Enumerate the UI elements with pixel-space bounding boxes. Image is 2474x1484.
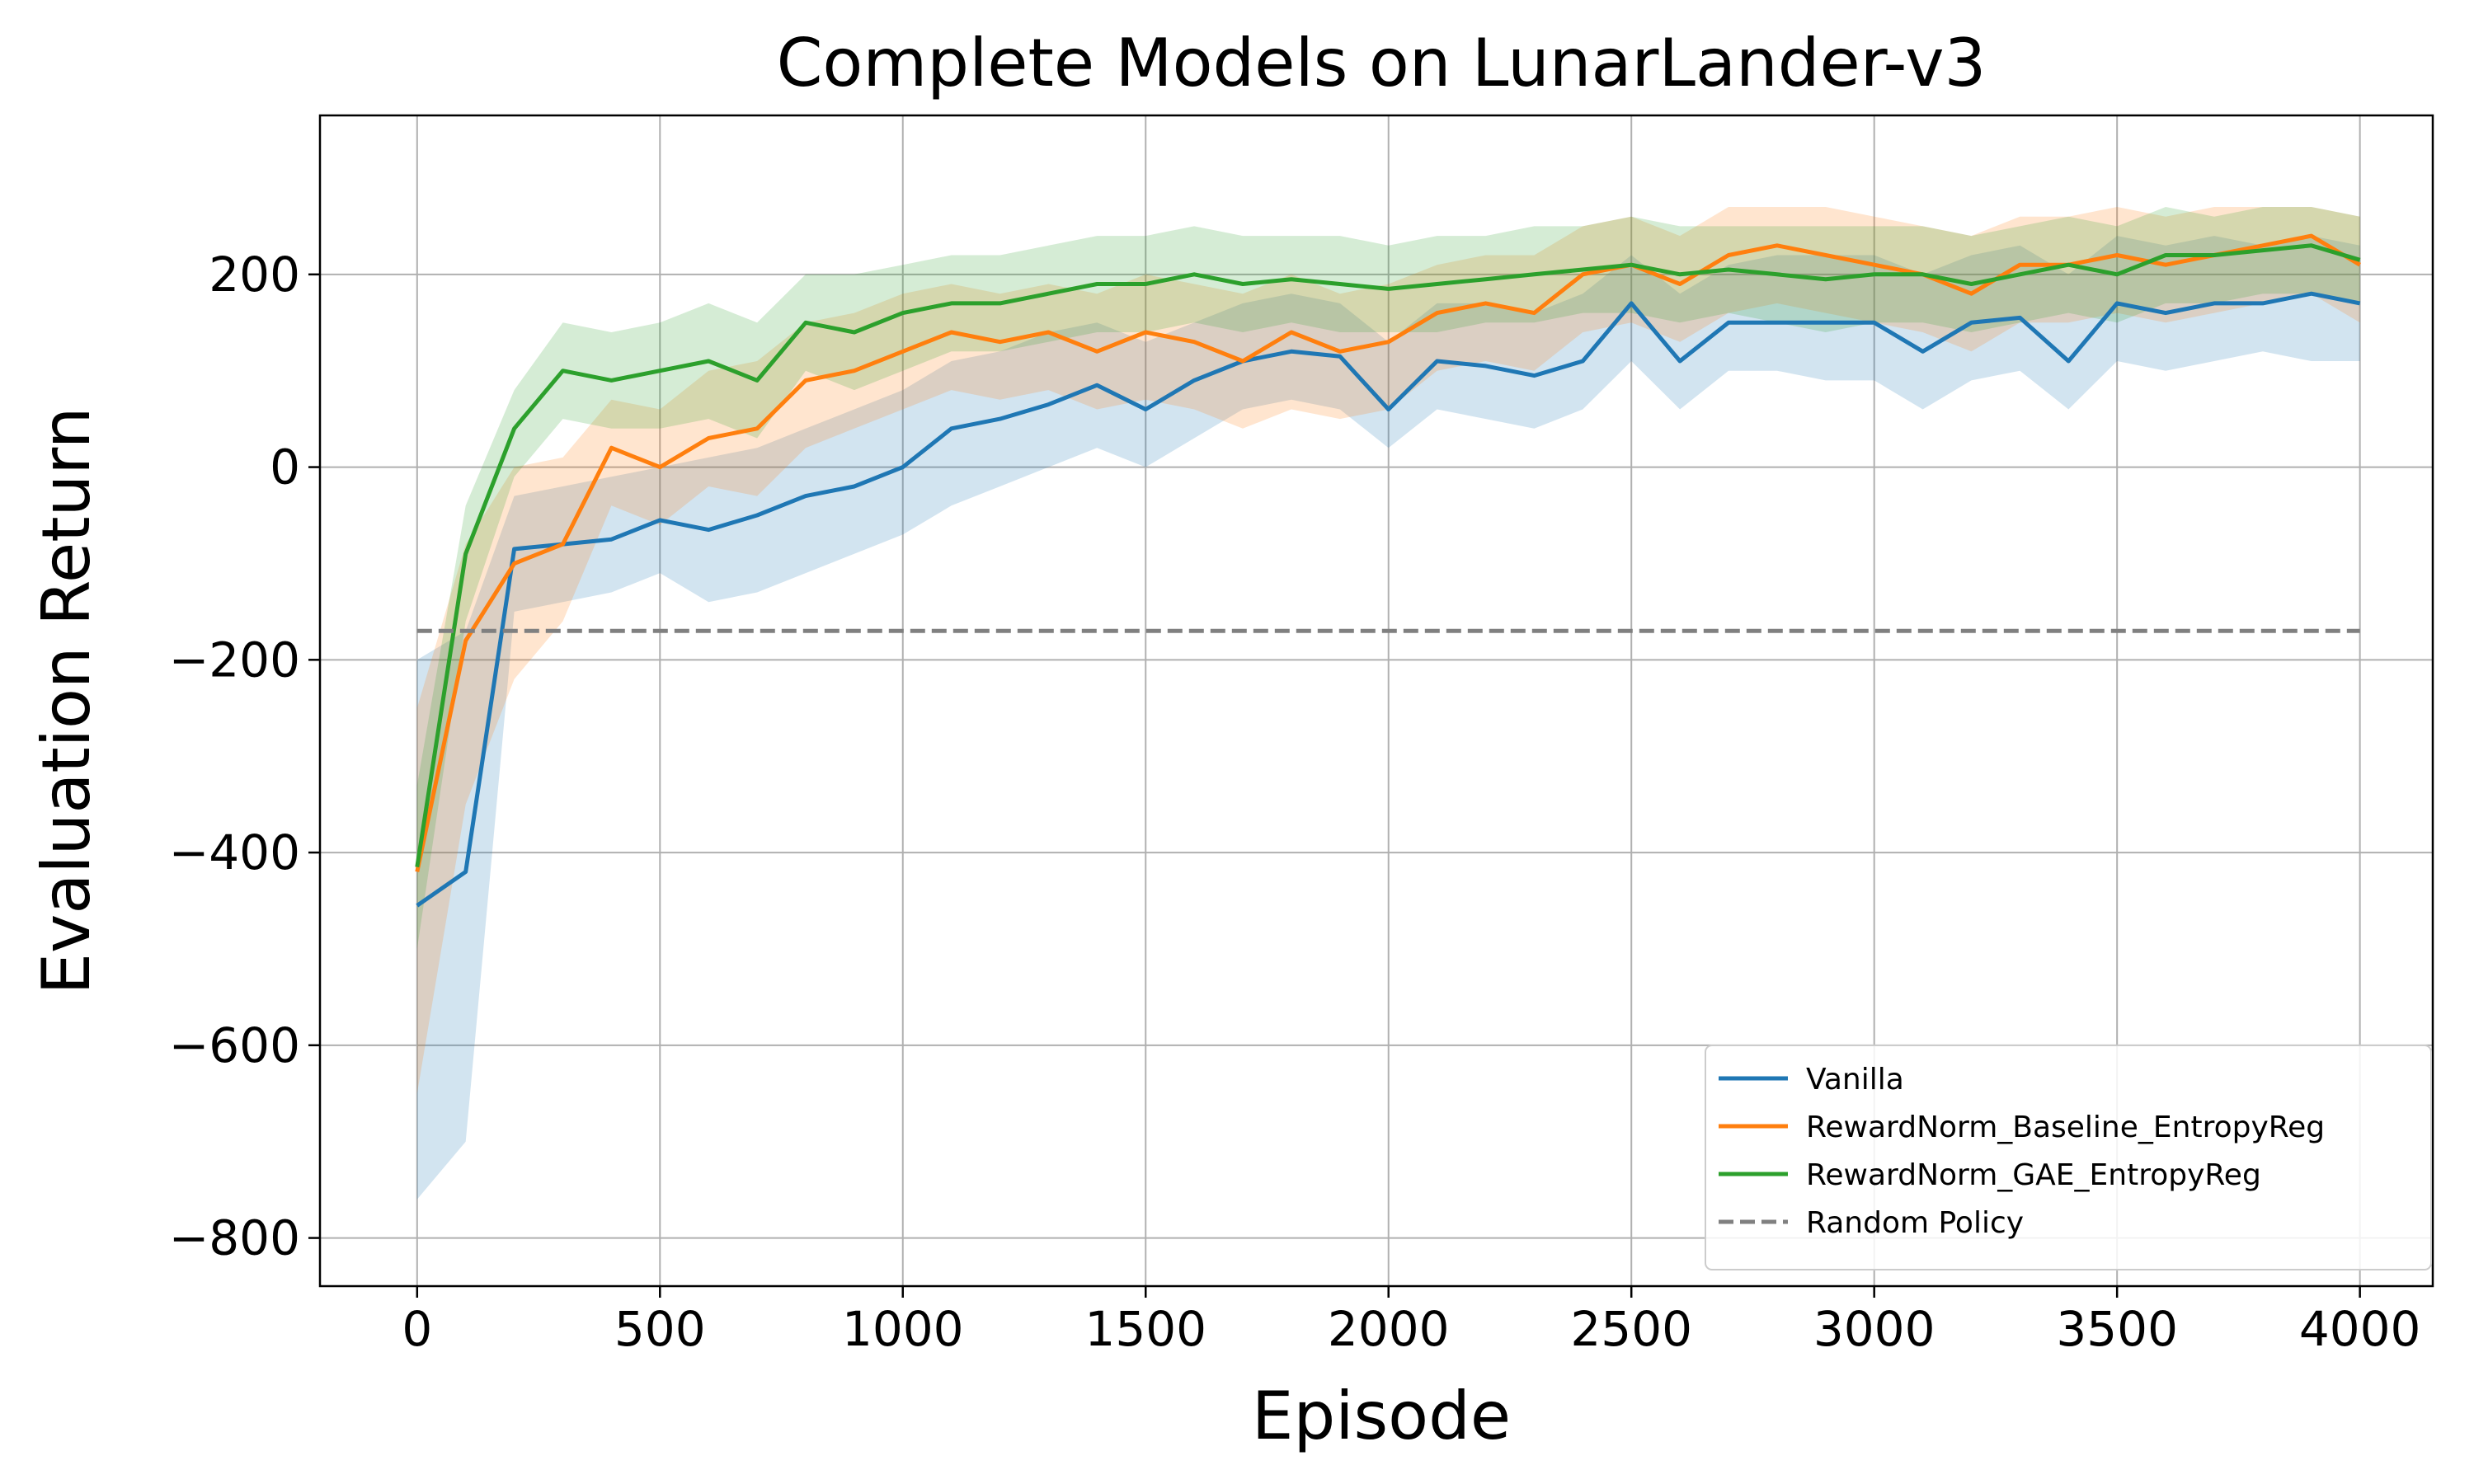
legend: Vanilla RewardNorm_Baseline_EntropyReg Rew… [1705, 1045, 2432, 1270]
legend-box [1705, 1045, 2432, 1270]
x-tick-label: 3000 [1813, 1301, 1935, 1357]
legend-label: Random Policy [1806, 1206, 2024, 1240]
x-axis-label: Episode [1252, 1378, 1511, 1454]
series-line [415, 233, 2361, 872]
series-line [416, 291, 2361, 908]
y-tick-label: −200 [169, 632, 300, 688]
x-axis-ticks: 0 500 1000 1500 2000 2500 3000 3500 4000 [402, 1286, 2420, 1357]
chart-title: Complete Models on LunarLander-v3 [777, 25, 1987, 101]
plot-frame [318, 114, 2434, 1288]
x-tick-label: 1000 [842, 1301, 964, 1357]
series-lines [415, 233, 2361, 908]
series-line [415, 243, 2361, 867]
legend-label: RewardNorm_GAE_EntropyReg [1806, 1158, 2261, 1192]
confidence-bands [416, 207, 2360, 1200]
x-tick-label: 0 [402, 1301, 432, 1357]
legend-label: Vanilla [1806, 1063, 1904, 1097]
y-tick-label: −800 [169, 1210, 300, 1266]
confidence-band [416, 236, 2360, 1200]
y-axis-ticks: −800 −600 −400 −200 0 200 [169, 247, 320, 1266]
x-tick-label: 2000 [1328, 1301, 1450, 1357]
x-tick-label: 1500 [1084, 1301, 1206, 1357]
y-axis-label: Evaluation Return [28, 406, 105, 994]
y-tick-label: 200 [209, 247, 300, 303]
y-tick-label: 0 [270, 439, 300, 495]
x-tick-label: 4000 [2299, 1301, 2421, 1357]
confidence-band [416, 207, 2360, 949]
y-tick-label: −400 [169, 824, 300, 881]
x-tick-label: 2500 [1570, 1301, 1692, 1357]
confidence-band [416, 207, 2360, 1094]
x-tick-label: 500 [614, 1301, 706, 1357]
legend-label: RewardNorm_Baseline_EntropyReg [1806, 1111, 2325, 1144]
x-tick-label: 3500 [2056, 1301, 2178, 1357]
y-tick-label: −600 [169, 1017, 300, 1073]
